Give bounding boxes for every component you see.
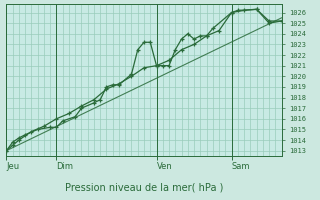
- Text: Pression niveau de la mer( hPa ): Pression niveau de la mer( hPa ): [65, 182, 223, 192]
